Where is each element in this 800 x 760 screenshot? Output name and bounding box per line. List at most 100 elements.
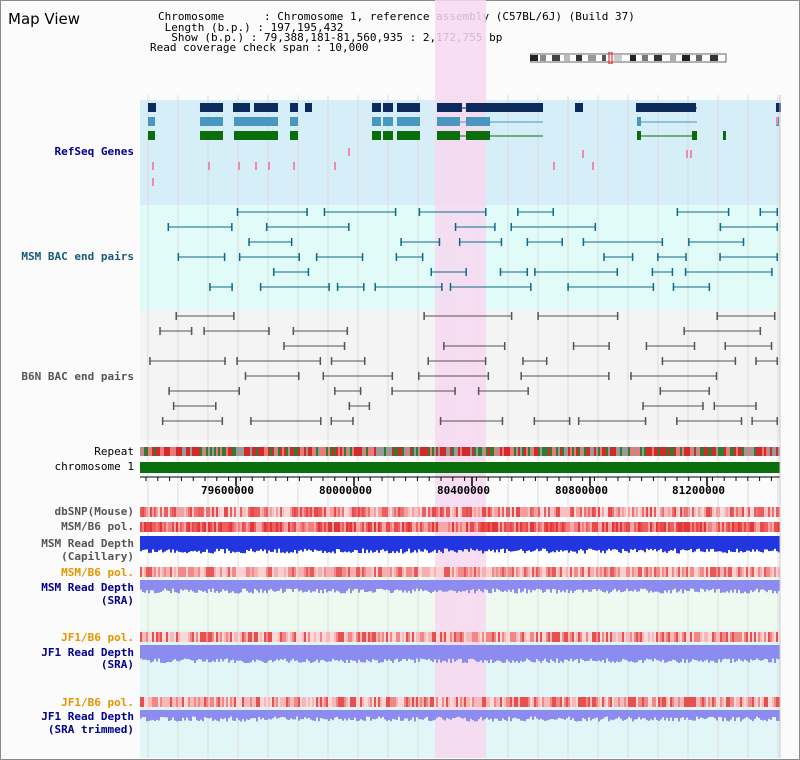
track-label-repeat[interactable]: Repeat [94, 445, 134, 458]
jf1-sra-depth-bar [426, 645, 428, 661]
b6n-bac-pair-end [537, 312, 539, 320]
msm-sra-depth-bar [718, 580, 720, 589]
msm-pol-cell [556, 522, 558, 532]
dbsnp-cell [210, 507, 212, 517]
msm-pol-cell [476, 522, 478, 532]
jf1-pol-2-cell [734, 697, 736, 707]
jf1-sra-depth-bar [602, 645, 604, 660]
jf1-trimmed-depth-bar [678, 710, 680, 722]
msm-sra-depth-bar [178, 580, 180, 594]
chromosome-ideogram[interactable] [530, 52, 728, 64]
msm-pol-2-cell [474, 567, 476, 577]
msm-sra-depth-bar [260, 580, 262, 589]
dbsnp-cell [186, 507, 188, 517]
track-label-jf1-read-depth-trimmed[interactable]: JF1 Read Depth [41, 710, 134, 723]
msm-capillary-depth-bar [438, 536, 440, 551]
repeat-element [272, 447, 274, 456]
jf1-pol-2-cell [282, 697, 284, 707]
msm-pol-2-cell [720, 567, 722, 577]
msm-pol-2-cell [462, 567, 464, 577]
track-label-chromosome[interactable]: chromosome 1 [54, 460, 134, 473]
repeat-element [236, 447, 238, 456]
repeat-element [628, 447, 630, 456]
dbsnp-cell [246, 507, 248, 517]
repeat-element [418, 447, 420, 456]
jf1-pol-2-cell [582, 697, 584, 707]
dbsnp-cell [690, 507, 692, 517]
b6n-bac-pair-end [751, 417, 753, 425]
msm-bac-pair-end [499, 268, 502, 276]
track-label-msm-b6-pol-2[interactable]: MSM/B6 pol. [61, 566, 134, 579]
jf1-trimmed-depth-bar [322, 710, 324, 719]
msm-sra-depth-bar [650, 580, 652, 591]
track-label-dbsnp[interactable]: dbSNP(Mouse) [54, 505, 134, 518]
msm-bac-pair-end [223, 253, 226, 261]
jf1-pol-cell [376, 632, 378, 642]
msm-pol-cell [522, 522, 524, 532]
track-label-msm-bac-end-pairs[interactable]: MSM BAC end pairs [21, 250, 134, 263]
track-label-jf1-b6-pol[interactable]: JF1/B6 pol. [61, 631, 134, 644]
jf1-trimmed-depth-bar [380, 710, 382, 719]
msm-capillary-depth-bar [206, 536, 208, 550]
track-label-msm-read-depth-sra[interactable]: MSM Read Depth [41, 581, 134, 594]
msm-pol-cell [156, 522, 158, 532]
track-label-msm-read-depth-capillary[interactable]: MSM Read Depth [41, 537, 134, 550]
repeat-element [558, 447, 560, 456]
jf1-pol-2-cell [224, 697, 226, 707]
jf1-trimmed-depth-bar [526, 710, 528, 720]
jf1-pol-cell [352, 632, 354, 642]
msm-pol-cell [230, 522, 232, 532]
jf1-sra-depth-bar [584, 645, 586, 662]
b6n-bac-pair-end [391, 372, 394, 380]
jf1-pol-2-cell [276, 697, 278, 707]
msm-pol-cell [178, 522, 180, 532]
gene-exon [148, 103, 156, 112]
jf1-pol-2-cell [166, 697, 168, 707]
msm-sra-depth-bar [288, 580, 290, 589]
jf1-trimmed-depth-bar [344, 710, 346, 719]
jf1-pol-2-cell [160, 697, 162, 707]
track-label-msm-b6-pol[interactable]: MSM/B6 pol. [61, 520, 134, 533]
jf1-sra-depth-bar [644, 645, 646, 661]
track-label-jf1-read-depth-sra[interactable]: JF1 Read Depth [41, 646, 134, 659]
dbsnp-cell [382, 507, 384, 517]
dbsnp-cell [278, 507, 280, 517]
jf1-trimmed-depth-bar [412, 710, 414, 718]
jf1-sra-depth-bar [288, 645, 290, 663]
msm-pol-cell [350, 522, 352, 532]
jf1-trimmed-depth-bar [438, 710, 440, 717]
jf1-trimmed-depth-bar [582, 710, 584, 719]
jf1-pol-2-cell [466, 697, 468, 707]
repeat-element [700, 447, 702, 456]
track-label-jf1-b6-pol-2[interactable]: JF1/B6 pol. [61, 696, 134, 709]
msm-capillary-depth-bar [166, 536, 168, 551]
msm-capillary-depth-bar [628, 536, 630, 553]
jf1-pol-2-cell [680, 697, 682, 707]
msm-capillary-depth-bar [510, 536, 512, 552]
jf1-pol-cell [728, 632, 730, 642]
msm-capillary-depth-bar [592, 536, 594, 550]
dbsnp-cell [412, 507, 414, 517]
jf1-pol-cell [736, 632, 738, 642]
repeat-element [198, 447, 200, 456]
jf1-pol-2-cell [430, 697, 432, 707]
repeat-element [230, 447, 232, 456]
gene-marker [348, 148, 350, 156]
msm-sra-depth-bar [548, 580, 550, 590]
gene-exon [397, 103, 420, 112]
msm-capillary-depth-bar [722, 536, 724, 553]
jf1-pol-2-cell [178, 697, 180, 707]
track-label-b6n-bac-end-pairs[interactable]: B6N BAC end pairs [21, 370, 134, 383]
msm-pol-2-cell [686, 567, 688, 577]
msm-sra-depth-bar [350, 580, 352, 594]
jf1-pol-cell [620, 632, 622, 642]
jf1-pol-cell [608, 632, 610, 642]
track-label-refseq-genes[interactable]: RefSeq Genes [54, 145, 134, 158]
dbsnp-cell [276, 507, 278, 517]
msm-sra-depth-bar [298, 580, 300, 592]
msm-pol-cell [726, 522, 728, 532]
b6n-bac-pair-end [359, 387, 362, 395]
msm-pol-2-cell [704, 567, 706, 577]
jf1-pol-2-cell [334, 697, 336, 707]
